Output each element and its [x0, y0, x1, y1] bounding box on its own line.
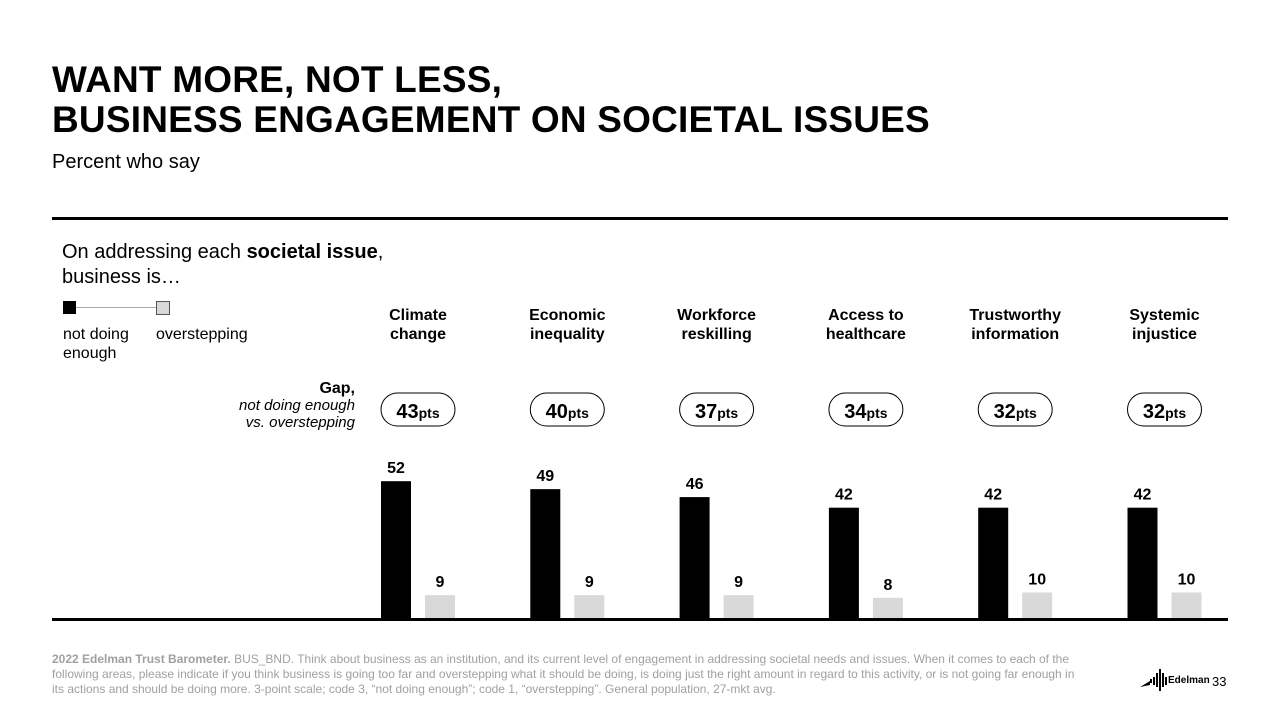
data-label: 9 — [585, 574, 594, 591]
gap-number: 32 — [994, 401, 1016, 423]
question-prefix: On addressing each — [62, 241, 247, 263]
gap-number: 43 — [396, 401, 418, 423]
gap-value: 37pts — [695, 401, 738, 423]
bar-overstepping — [425, 595, 455, 619]
gap-unit: pts — [1016, 405, 1037, 421]
footnote-source: 2022 Edelman Trust Barometer. — [52, 652, 231, 666]
data-label: 52 — [387, 460, 405, 477]
bar-overstepping — [1171, 592, 1202, 619]
category-label-line: inequality — [530, 326, 605, 343]
category-label-line: Access to — [828, 307, 904, 324]
chart-baseline — [52, 618, 1228, 621]
edelman-logo-icon — [1140, 669, 1167, 691]
category-label: Climate change — [389, 307, 447, 343]
data-label: 42 — [1134, 487, 1152, 504]
category-label: Systemic injustice — [1129, 307, 1199, 343]
bar-not-doing-enough — [828, 507, 859, 619]
gap-number: 32 — [1143, 401, 1165, 423]
category-label-line: Economic — [529, 307, 606, 324]
data-label: 49 — [536, 468, 554, 485]
question-suffix: , — [377, 241, 384, 263]
gap-pill — [828, 392, 904, 427]
gap-number: 40 — [546, 401, 568, 423]
bar-not-doing-enough — [381, 481, 411, 619]
page-subtitle: Percent who say — [52, 151, 200, 173]
gap-pill — [1127, 392, 1202, 427]
data-label: 10 — [1028, 572, 1046, 589]
category-label-line: reskilling — [681, 326, 751, 343]
legend-swatch-not-doing-enough — [63, 301, 76, 314]
bar-overstepping — [723, 595, 754, 619]
category-label-line: change — [390, 326, 446, 343]
category-label-line: Workforce — [677, 307, 756, 324]
legend-label-overstepping: overstepping — [156, 326, 248, 343]
data-label: 46 — [686, 476, 704, 493]
gap-pill — [529, 392, 605, 427]
legend-connector — [70, 307, 162, 308]
category-label-line: Systemic — [1129, 307, 1199, 324]
question-line-2: business is… — [62, 266, 181, 288]
footnote-text: BUS_BND. Think about business as an inst… — [52, 652, 1075, 696]
gap-unit: pts — [867, 405, 888, 421]
question-bold: societal issue — [246, 241, 378, 263]
gap-number: 37 — [695, 401, 717, 423]
category-label: Trustworthy information — [969, 307, 1061, 343]
footnote: 2022 Edelman Trust Barometer. BUS_BND. T… — [52, 652, 1082, 697]
logo-text: Edelman — [1168, 675, 1210, 686]
category-label: Access to healthcare — [826, 307, 906, 343]
gap-unit: pts — [717, 405, 738, 421]
gap-unit: pts — [419, 405, 440, 421]
category-label-line: healthcare — [826, 326, 906, 343]
legend-swatch-overstepping — [156, 301, 170, 315]
gap-label-line-1: Gap, — [319, 380, 355, 397]
gap-value: 34pts — [844, 401, 887, 423]
page-title: WANT MORE, NOT LESS, BUSINESS ENGAGEMENT… — [52, 60, 930, 140]
title-line-2: BUSINESS ENGAGEMENT ON SOCIETAL ISSUES — [52, 99, 930, 140]
gap-unit: pts — [1165, 405, 1186, 421]
category-label-line: injustice — [1132, 326, 1197, 343]
bar-overstepping — [574, 595, 605, 619]
data-label: 9 — [436, 574, 445, 591]
gap-pill — [380, 392, 456, 427]
legend-label-not-doing-enough: not doing enough — [63, 326, 129, 362]
gap-unit: pts — [568, 405, 589, 421]
question-text: On addressing each societal issue, busin… — [62, 240, 383, 290]
gap-value: 43pts — [396, 401, 439, 423]
bar-overstepping — [872, 597, 903, 619]
data-label: 42 — [984, 487, 1002, 504]
gap-value: 32pts — [1143, 401, 1186, 423]
category-label-line: Trustworthy — [969, 307, 1061, 324]
bar-not-doing-enough — [679, 497, 710, 619]
gap-number: 34 — [844, 401, 867, 423]
bar-overstepping — [1022, 592, 1053, 619]
gap-pill — [679, 392, 755, 427]
gap-label-line-2: not doing enough — [239, 397, 355, 414]
data-label: 9 — [734, 574, 743, 591]
page-number: 33 — [1212, 674, 1227, 689]
bar-not-doing-enough — [530, 489, 561, 619]
data-label: 42 — [835, 487, 853, 504]
data-label: 8 — [883, 577, 892, 594]
bar-not-doing-enough — [1127, 507, 1158, 619]
bar-not-doing-enough — [978, 507, 1009, 619]
gap-label-line-3: vs. overstepping — [245, 414, 355, 431]
gap-value: 32pts — [994, 401, 1037, 423]
title-line-1: WANT MORE, NOT LESS, — [52, 59, 503, 100]
top-divider — [52, 217, 1228, 220]
category-label: Economic inequality — [529, 307, 606, 343]
category-label: Workforce reskilling — [677, 307, 756, 343]
gap-pill — [977, 392, 1053, 427]
gap-label: Gap, not doing enough vs. overstepping — [239, 380, 355, 431]
category-label-line: information — [971, 326, 1059, 343]
gap-value: 40pts — [546, 401, 589, 423]
category-label-line: Climate — [389, 307, 447, 324]
data-label: 10 — [1178, 572, 1196, 589]
